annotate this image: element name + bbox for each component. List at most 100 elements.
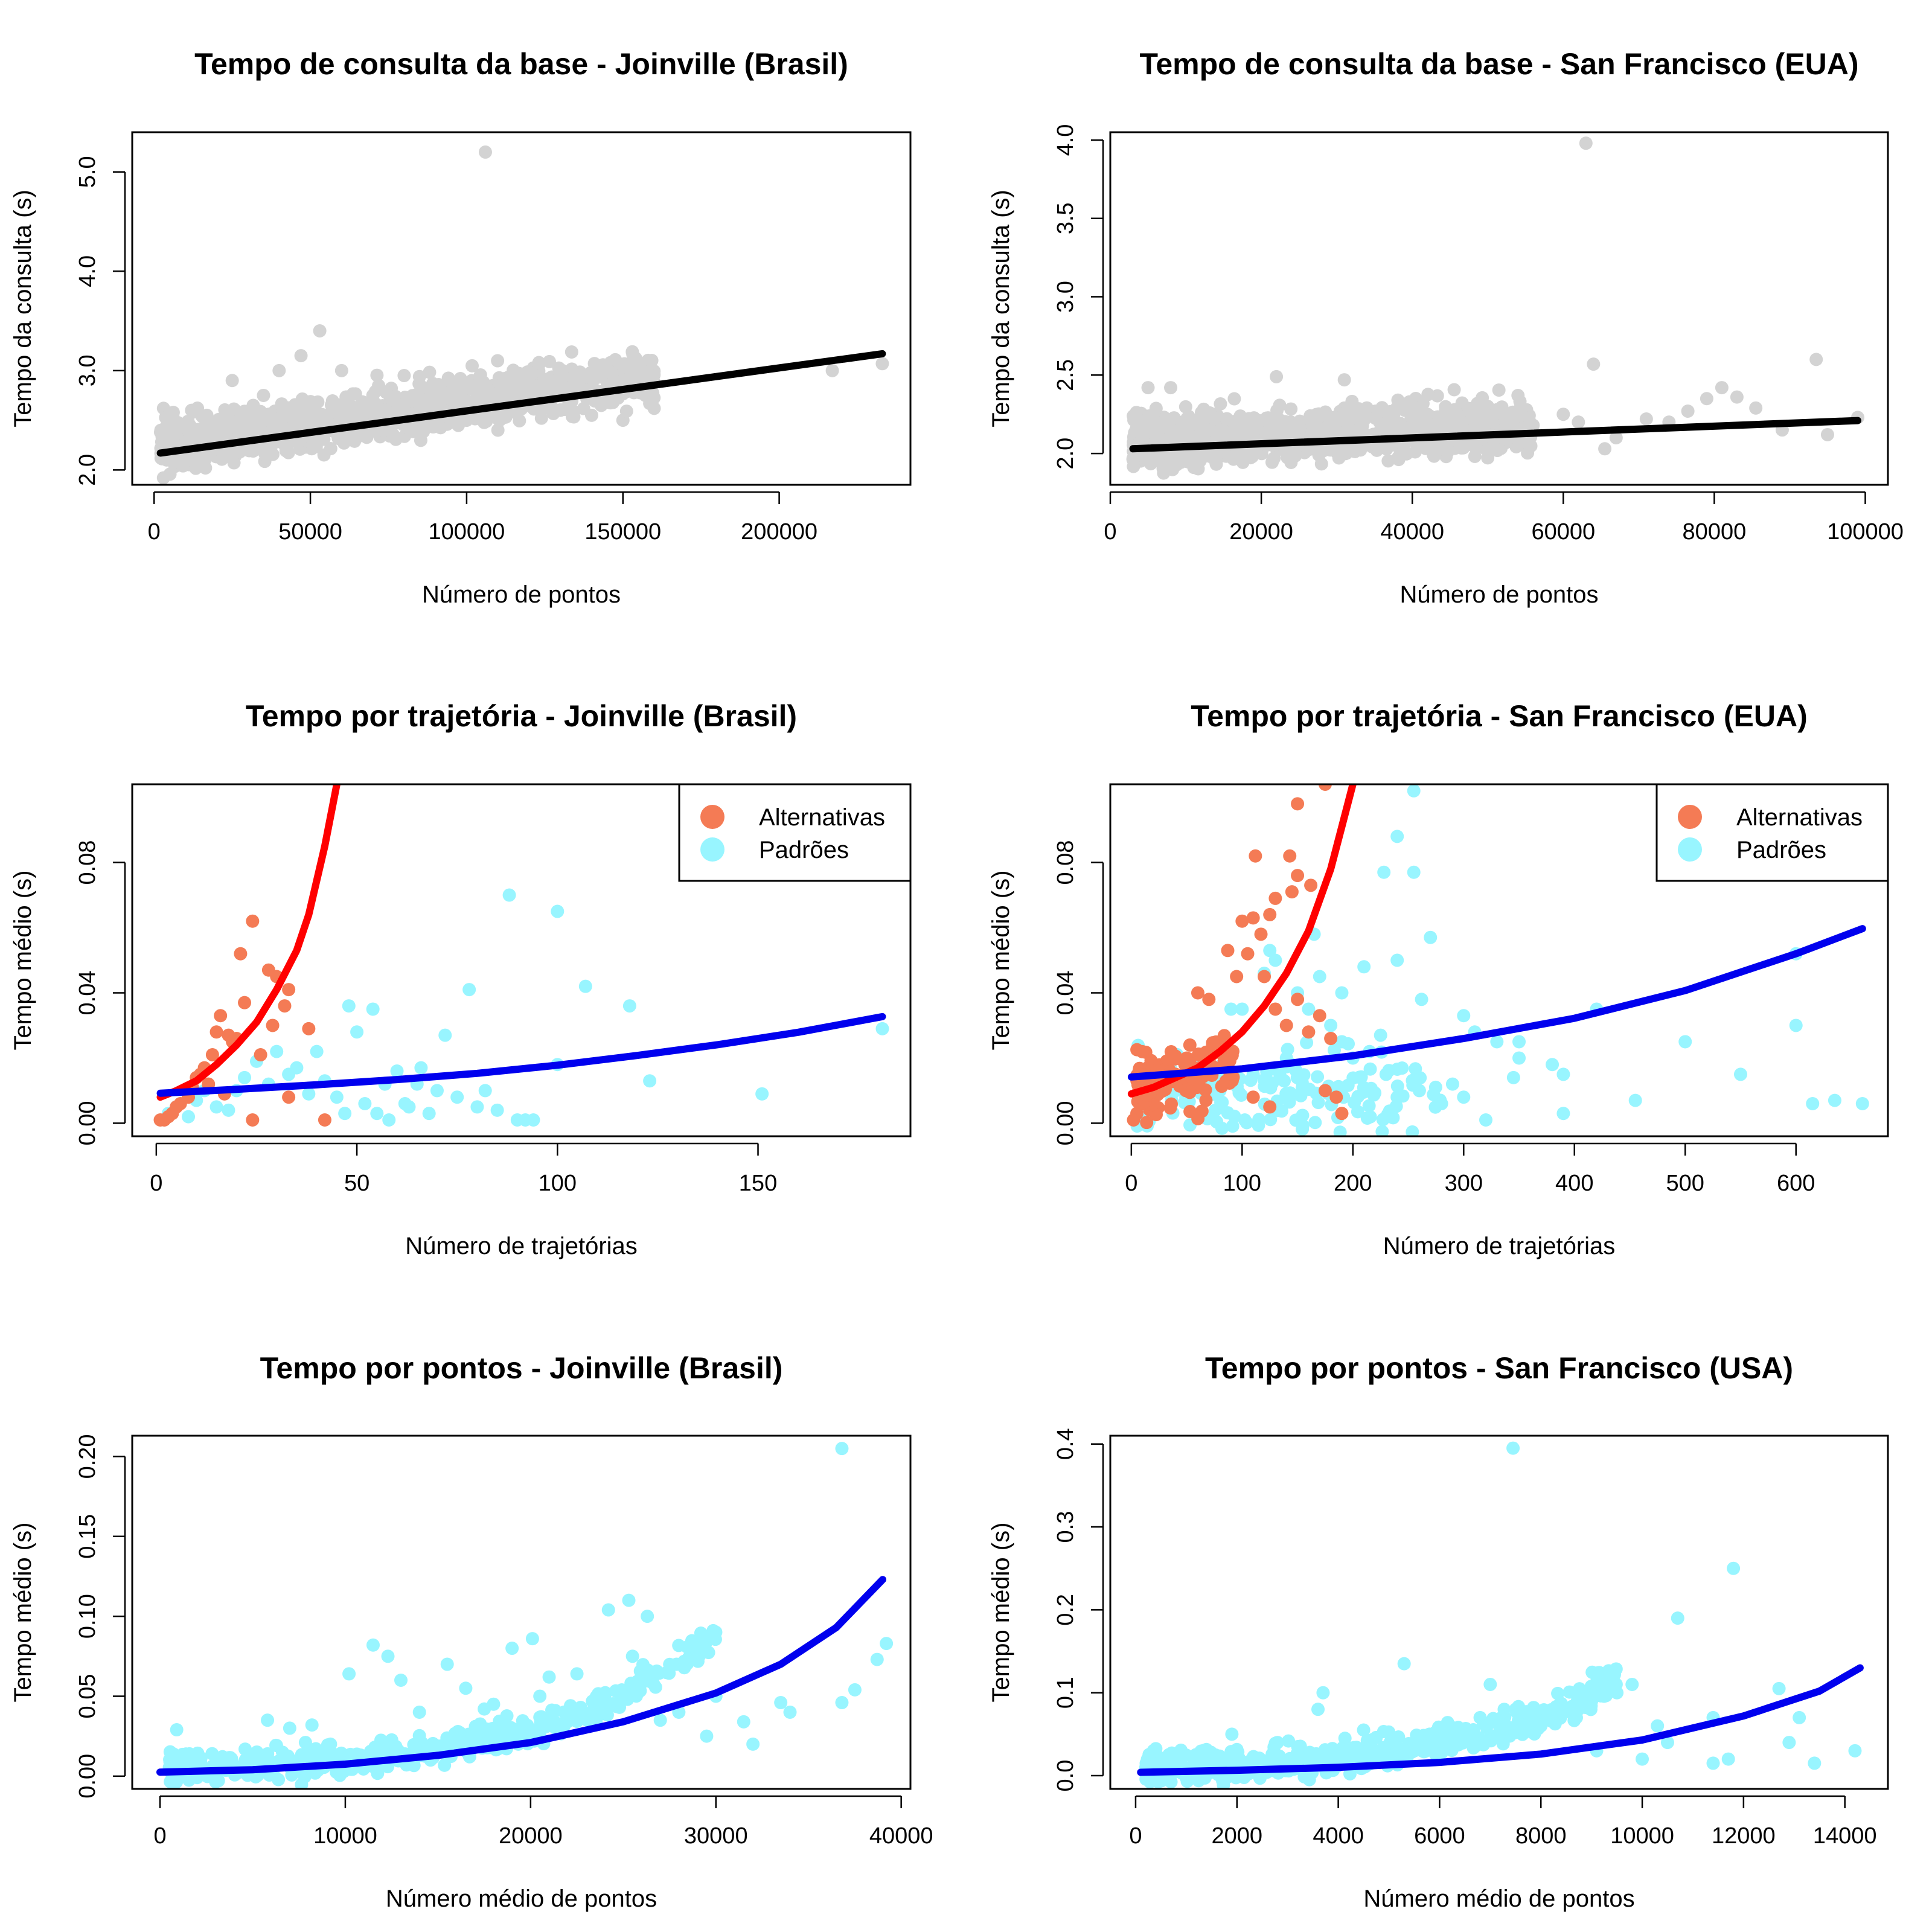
fit-line (156, 1576, 886, 1776)
plot-area (1127, 784, 1869, 1136)
data-point (366, 1002, 380, 1016)
data-point (397, 369, 411, 383)
data-point (1246, 911, 1260, 925)
data-point (1338, 1732, 1352, 1745)
data-point (1546, 1058, 1559, 1072)
data-point (235, 414, 249, 427)
data-point (294, 349, 308, 363)
plot-area (1137, 1441, 1864, 1789)
data-point (1506, 1070, 1520, 1084)
data-point (1268, 1002, 1282, 1016)
data-point (163, 467, 177, 481)
x-axis-label: Número de trajetórias (1383, 1233, 1616, 1259)
data-point (1573, 1682, 1587, 1696)
data-point (1380, 1747, 1393, 1761)
data-point (1197, 1745, 1211, 1759)
data-point (470, 1100, 484, 1114)
data-point (346, 387, 360, 401)
data-point (605, 366, 619, 380)
data-point (1506, 1441, 1520, 1455)
data-point (1235, 1002, 1249, 1016)
data-point (238, 1070, 252, 1084)
data-point (234, 947, 248, 961)
data-point (1238, 1113, 1252, 1127)
data-point (1681, 405, 1695, 418)
x-tick-label: 100000 (429, 519, 505, 545)
data-point (1335, 986, 1349, 1000)
data-point (368, 1741, 382, 1754)
data-point (1456, 416, 1470, 430)
y-tick-label: 0.00 (1053, 1101, 1078, 1145)
data-point (1410, 1742, 1424, 1756)
data-point (1820, 427, 1834, 441)
data-point (1538, 1712, 1552, 1726)
data-point (880, 1637, 894, 1651)
data-point (1297, 1770, 1311, 1783)
data-point (755, 1087, 769, 1101)
data-point (601, 1603, 615, 1617)
data-point (1415, 993, 1428, 1006)
data-point (1406, 1078, 1420, 1092)
data-point (1331, 425, 1345, 439)
data-point (513, 388, 526, 402)
data-point (1217, 1029, 1231, 1043)
data-point (1291, 797, 1305, 811)
data-point (1548, 1717, 1562, 1731)
data-point (1215, 431, 1229, 445)
chart-panel-6: Tempo por pontos - San Francisco (USA) 0 2… (988, 1351, 1889, 1912)
data-point (546, 406, 560, 420)
data-point (1313, 970, 1326, 984)
data-point (342, 1667, 356, 1681)
data-point (565, 345, 578, 359)
data-point (1308, 1116, 1322, 1130)
data-point (440, 1657, 454, 1671)
x-axis-label: Número médio de pontos (1363, 1886, 1634, 1912)
data-point (1585, 1689, 1599, 1703)
data-point (525, 1632, 539, 1646)
x-tick-label: 60000 (1531, 519, 1595, 545)
data-point (1199, 1093, 1213, 1107)
data-point (505, 1642, 519, 1655)
data-point (1198, 1083, 1212, 1097)
x-tick-label: 6000 (1414, 1823, 1465, 1849)
data-point (414, 433, 427, 447)
data-point (205, 1048, 219, 1062)
data-point (1221, 944, 1235, 958)
data-point (875, 357, 889, 371)
data-point (1195, 1104, 1209, 1118)
data-point (305, 1718, 319, 1732)
data-point (1279, 1019, 1293, 1032)
data-point (1376, 1113, 1390, 1127)
data-point (1324, 1019, 1338, 1032)
data-point (277, 1753, 290, 1767)
data-point (193, 422, 207, 436)
data-point (1529, 1704, 1543, 1718)
y-tick-label: 2.0 (75, 454, 100, 486)
data-point (1733, 1067, 1747, 1081)
data-point (1234, 1089, 1248, 1102)
data-point (1278, 424, 1292, 438)
data-point (1291, 1749, 1305, 1763)
data-point (1282, 1734, 1296, 1748)
data-point (1390, 1063, 1404, 1076)
data-point (1808, 1756, 1822, 1770)
data-point (238, 996, 252, 1009)
data-point (289, 402, 303, 416)
data-point (333, 1768, 347, 1782)
data-point (1318, 1753, 1332, 1767)
data-point (589, 1700, 603, 1714)
x-tick-label: 0 (150, 1171, 162, 1196)
legend-label: Alternativas (1736, 804, 1863, 831)
data-point (1206, 1036, 1220, 1050)
data-point (1410, 1729, 1424, 1742)
y-axis-label: Tempo da consulta (s) (988, 190, 1014, 427)
data-point (635, 1673, 648, 1687)
data-point (313, 1751, 327, 1765)
data-point (1295, 1081, 1309, 1095)
data-point (700, 1729, 714, 1743)
data-point (412, 1729, 426, 1742)
data-point (1496, 1737, 1510, 1751)
x-tick-label: 14000 (1813, 1823, 1877, 1849)
data-point (1512, 1051, 1526, 1065)
